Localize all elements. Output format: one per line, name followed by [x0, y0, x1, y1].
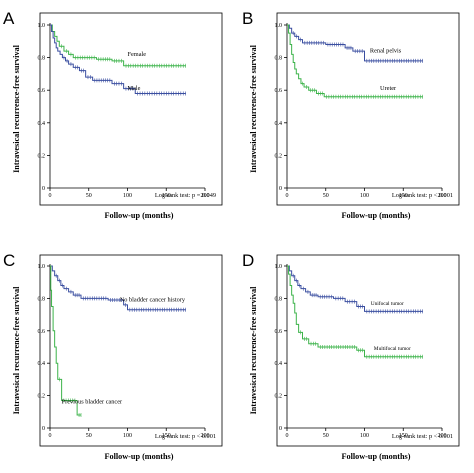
series-label: Ureter: [380, 85, 397, 92]
x-tick-label: 200: [438, 193, 447, 199]
logrank-annotation: Log-rank test: p < 0.001: [155, 433, 216, 440]
y-tick-label: 0.6: [275, 329, 283, 335]
y-tick-label: 0: [279, 186, 282, 192]
y-tick-label: 0.8: [275, 296, 283, 302]
y-tick-label: 0.4: [275, 361, 283, 367]
x-axis-label: Follow-up (months): [105, 452, 174, 461]
y-tick-label: 0.2: [38, 153, 46, 159]
panel-letter: C: [3, 251, 15, 270]
survival-curve: [287, 265, 423, 358]
x-tick-label: 0: [49, 433, 52, 439]
x-tick-label: 200: [201, 193, 210, 199]
series-0: Female: [50, 24, 186, 68]
panel-letter: D: [242, 251, 254, 270]
x-tick-label: 0: [286, 433, 289, 439]
x-tick-label: 100: [123, 193, 132, 199]
plot-frame: [276, 12, 460, 206]
y-tick-label: 0.8: [275, 56, 283, 62]
panel-c: C 0 0.2 0.4 0.6 0.8 1.0 0 50 100 150 200 Follow-up (…: [3, 251, 223, 461]
y-axis-label: Intravesical recurrence-free survival: [249, 286, 258, 414]
x-axis-label: Follow-up (months): [105, 211, 174, 220]
logrank-annotation: Log-rank test: p = 0.049: [155, 192, 216, 199]
x-tick-label: 50: [323, 433, 329, 439]
series-label: Female: [128, 51, 147, 58]
x-tick-label: 200: [201, 433, 210, 439]
series-0: No bladder cancer history: [50, 265, 186, 312]
y-tick-label: 0.2: [275, 394, 283, 400]
series-label: Male: [128, 85, 141, 92]
y-tick-label: 1.0: [275, 23, 283, 29]
survival-curve: [287, 24, 423, 62]
y-tick-label: 0.4: [38, 121, 46, 127]
y-axis-label: Intravesical recurrence-free survival: [249, 44, 258, 172]
x-tick-label: 50: [323, 193, 329, 199]
series-label: No bladder cancer history: [120, 297, 186, 304]
x-tick-label: 200: [438, 433, 447, 439]
survival-curve: [50, 24, 186, 67]
survival-curve: [50, 24, 186, 94]
y-tick-label: 0.4: [275, 121, 283, 127]
x-tick-label: 0: [286, 193, 289, 199]
series-label: Previous bladder cancer: [62, 399, 123, 406]
series-1: Male: [50, 24, 186, 96]
x-tick-label: 150: [162, 193, 171, 199]
series-label: Multifocal tumor: [374, 345, 411, 352]
x-tick-label: 50: [86, 193, 92, 199]
panel-letter: B: [242, 9, 253, 28]
series-1: Previous bladder cancer: [50, 265, 123, 418]
panel-a: A 0 0.2 0.4 0.6 0.8 1.0 0 50 100 150 200 Follow-up (…: [3, 9, 223, 220]
y-tick-label: 0.8: [38, 56, 46, 62]
plot-frame: [39, 254, 223, 447]
series-label: Unifocal tumor: [371, 300, 404, 307]
x-tick-label: 100: [360, 193, 369, 199]
survival-curve: [50, 265, 186, 311]
series-0: Renal pelvis: [287, 24, 423, 63]
y-tick-label: 0: [42, 186, 45, 192]
series-1: Multifocal tumor: [287, 265, 423, 359]
y-tick-label: 0.6: [38, 329, 46, 335]
x-tick-label: 150: [399, 193, 408, 199]
panel-b: B 0 0.2 0.4 0.6 0.8 1.0 0 50 100 150 200 Follow-up (…: [242, 9, 460, 220]
series-label: Renal pelvis: [370, 48, 402, 55]
y-tick-label: 1.0: [275, 264, 283, 270]
series-1: Ureter: [287, 24, 423, 99]
x-tick-label: 50: [86, 433, 92, 439]
panel-d: D 0 0.2 0.4 0.6 0.8 1.0 0 50 100 150 200 Follow-up (…: [242, 251, 460, 461]
x-axis-label: Follow-up (months): [342, 452, 411, 461]
y-tick-label: 0.2: [275, 153, 283, 159]
x-tick-label: 100: [123, 433, 132, 439]
x-tick-label: 150: [162, 433, 171, 439]
y-tick-label: 0.4: [38, 361, 46, 367]
logrank-annotation: Log-rank test: p < 0.001: [392, 433, 453, 440]
series-0: Unifocal tumor: [287, 265, 423, 314]
survival-curve: [287, 24, 423, 98]
y-tick-label: 0.6: [275, 88, 283, 94]
y-axis-label: Intravesical recurrence-free survival: [12, 286, 21, 414]
y-tick-label: 0.6: [38, 88, 46, 94]
y-axis-label: Intravesical recurrence-free survival: [12, 44, 21, 172]
survival-curve: [50, 265, 81, 416]
y-tick-label: 0.2: [38, 394, 46, 400]
plot-frame: [276, 254, 460, 447]
panel-letter: A: [3, 9, 15, 28]
x-tick-label: 150: [399, 433, 408, 439]
x-axis-label: Follow-up (months): [342, 211, 411, 220]
x-tick-label: 100: [360, 433, 369, 439]
logrank-annotation: Log-rank test: p < 0.001: [392, 192, 453, 199]
y-tick-label: 0: [279, 426, 282, 432]
y-tick-label: 0: [42, 426, 45, 432]
y-tick-label: 1.0: [38, 23, 46, 29]
y-tick-label: 1.0: [38, 264, 46, 270]
x-tick-label: 0: [49, 193, 52, 199]
plot-frame: [39, 12, 223, 206]
y-tick-label: 0.8: [38, 296, 46, 302]
